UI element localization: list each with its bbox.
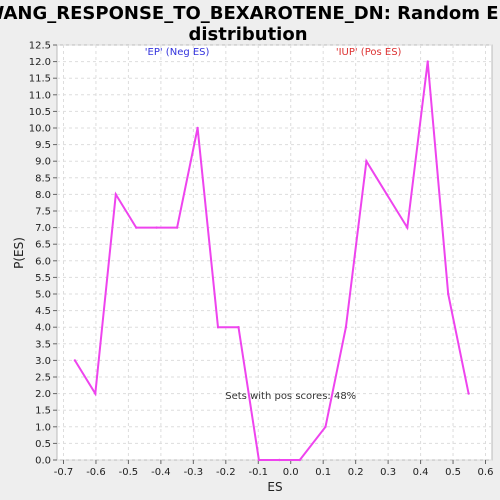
y-tick-label: 2.5 — [35, 373, 51, 384]
x-tick-label: 0.3 — [380, 467, 396, 478]
x-tick-label: -0.1 — [249, 467, 269, 478]
data-point — [196, 126, 199, 130]
y-tick-label: 7.0 — [35, 223, 51, 234]
y-tick-label: 5.5 — [35, 273, 51, 284]
annotation-0: 'EP' (Neg ES) — [145, 47, 210, 58]
data-point — [237, 326, 240, 329]
y-tick-label: 1.5 — [35, 406, 51, 417]
axes: 0.0 0.5 1.0 1.5 2.0 2.5 3.0 3.5 4.0 4.5 5.0 5.5 6.0 6… — [29, 41, 494, 479]
x-tick-label: 0.5 — [445, 467, 461, 478]
y-axis-label: P(ES) — [12, 237, 26, 269]
data-point — [324, 425, 327, 428]
y-tick-label: 9.5 — [35, 140, 51, 151]
y-tick-label: 10.0 — [29, 124, 51, 135]
x-tick-label: -0.7 — [54, 467, 74, 478]
data-point — [257, 458, 261, 462]
x-tick-label: 0.6 — [478, 467, 494, 478]
data-point — [73, 359, 77, 362]
y-tick-label: 3.0 — [35, 356, 51, 367]
x-tick-label: -0.3 — [184, 467, 204, 478]
y-tick-label: 12.0 — [29, 57, 51, 68]
y-tick-label: 1.0 — [35, 422, 51, 433]
data-point — [426, 60, 429, 63]
x-tick-label: -0.5 — [119, 467, 139, 478]
plot-area — [56, 44, 493, 461]
y-tick-label: 7.5 — [35, 207, 51, 218]
data-point — [298, 458, 302, 462]
chart-title-line-2: distribution — [188, 24, 307, 45]
y-tick-label: 0.5 — [35, 439, 51, 450]
data-point — [216, 326, 220, 329]
data-point — [175, 226, 179, 229]
y-tick-label: 0.0 — [35, 456, 51, 467]
data-point — [385, 193, 389, 196]
y-tick-label: 6.0 — [35, 256, 51, 267]
data-point — [344, 326, 348, 329]
y-tick-label: 11.5 — [29, 74, 51, 85]
y-tick-label: 5.0 — [35, 290, 51, 301]
data-point — [278, 458, 281, 462]
y-tick-label: 10.5 — [29, 107, 51, 118]
annotation-2: Sets with pos scores: 48% — [225, 391, 356, 402]
y-tick-label: 3.5 — [35, 339, 51, 350]
x-tick-label: 0.0 — [283, 467, 299, 478]
series-line — [74, 61, 470, 461]
data-point — [114, 193, 117, 196]
annotation-1: 'IUP' (Pos ES) — [336, 47, 402, 58]
y-tick-label: 9.0 — [35, 157, 51, 168]
y-tick-label: 4.5 — [35, 306, 51, 317]
y-tick-label: 8.0 — [35, 190, 51, 201]
x-tick-label: -0.4 — [151, 467, 171, 478]
data-point — [365, 160, 368, 163]
x-tick-label: 0.4 — [413, 467, 429, 478]
data-point — [94, 392, 97, 395]
data-point — [467, 392, 470, 395]
data-point — [135, 226, 138, 229]
x-axis-label: ES — [267, 480, 282, 494]
annotations: 'EP' (Neg ES) 'IUP' (Pos ES) Sets with pos… — [145, 47, 402, 402]
series — [73, 60, 470, 462]
y-tick-label: 8.5 — [35, 173, 51, 184]
x-tick-label: -0.2 — [216, 467, 236, 478]
data-point — [155, 226, 158, 229]
data-point — [446, 292, 450, 296]
y-tick-label: 2.0 — [35, 389, 51, 400]
x-tick-label: 0.2 — [348, 467, 364, 478]
chart-title-line-1: WANG_RESPONSE_TO_BEXAROTENE_DN: Random E… — [0, 3, 500, 24]
y-tick-label: 6.5 — [35, 240, 51, 251]
y-tick-label: 12.5 — [29, 41, 51, 52]
y-tick-label: 4.0 — [35, 323, 51, 334]
x-tick-label: -0.6 — [86, 467, 106, 478]
data-point — [406, 226, 409, 229]
x-tick-label: 0.1 — [315, 467, 331, 478]
grid — [57, 44, 492, 461]
y-tick-label: 11.0 — [29, 90, 51, 101]
